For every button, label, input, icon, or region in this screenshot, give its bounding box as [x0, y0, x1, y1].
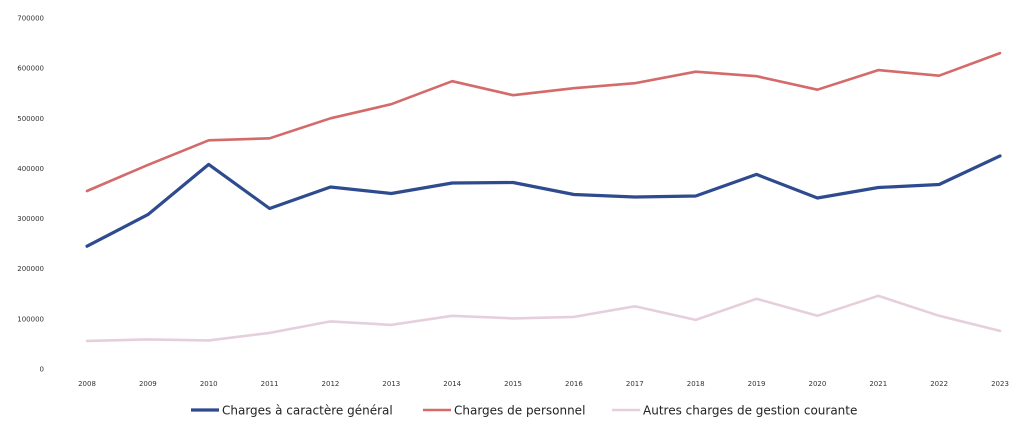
- x-tick-label: 2011: [261, 380, 279, 388]
- x-tick-label: 2019: [748, 380, 766, 388]
- x-tick-label: 2022: [930, 380, 948, 388]
- y-tick-label: 200000: [17, 265, 44, 273]
- x-axis-ticks: 2008 2009 2010 2011 2012 2013 2014 2015 2016 2017…: [78, 380, 1009, 388]
- legend-label-0: Charges à caractère général: [222, 404, 393, 418]
- x-tick-label: 2012: [322, 380, 340, 388]
- y-tick-label: 100000: [17, 315, 44, 323]
- x-tick-label: 2023: [991, 380, 1009, 388]
- x-tick-label: 2013: [382, 380, 400, 388]
- series-line-0: [85, 154, 1002, 248]
- legend-label-1: Charges de personnel: [454, 404, 585, 418]
- y-tick-label: 0: [40, 366, 44, 374]
- legend-label-2: Autres charges de gestion courante: [643, 404, 857, 418]
- legend: Charges à caractère général Charges de pe…: [191, 404, 857, 418]
- y-tick-label: 300000: [17, 215, 44, 223]
- x-tick-label: 2010: [200, 380, 218, 388]
- series-line-1: [85, 51, 1002, 193]
- x-tick-label: 2018: [687, 380, 705, 388]
- x-tick-label: 2020: [808, 380, 826, 388]
- y-tick-label: 400000: [17, 165, 44, 173]
- x-tick-label: 2015: [504, 380, 522, 388]
- series-lines: [85, 51, 1002, 343]
- y-tick-label: 500000: [17, 115, 44, 123]
- x-tick-label: 2014: [443, 380, 461, 388]
- x-tick-label: 2008: [78, 380, 96, 388]
- series-line-2: [85, 294, 1002, 343]
- y-tick-label: 700000: [17, 15, 44, 23]
- y-axis-ticks: 0 100000 200000 300000 400000 500000 600000 700…: [17, 15, 44, 374]
- y-tick-label: 600000: [17, 65, 44, 73]
- x-tick-label: 2021: [869, 380, 887, 388]
- x-tick-label: 2017: [626, 380, 644, 388]
- x-tick-label: 2009: [139, 380, 157, 388]
- x-tick-label: 2016: [565, 380, 583, 388]
